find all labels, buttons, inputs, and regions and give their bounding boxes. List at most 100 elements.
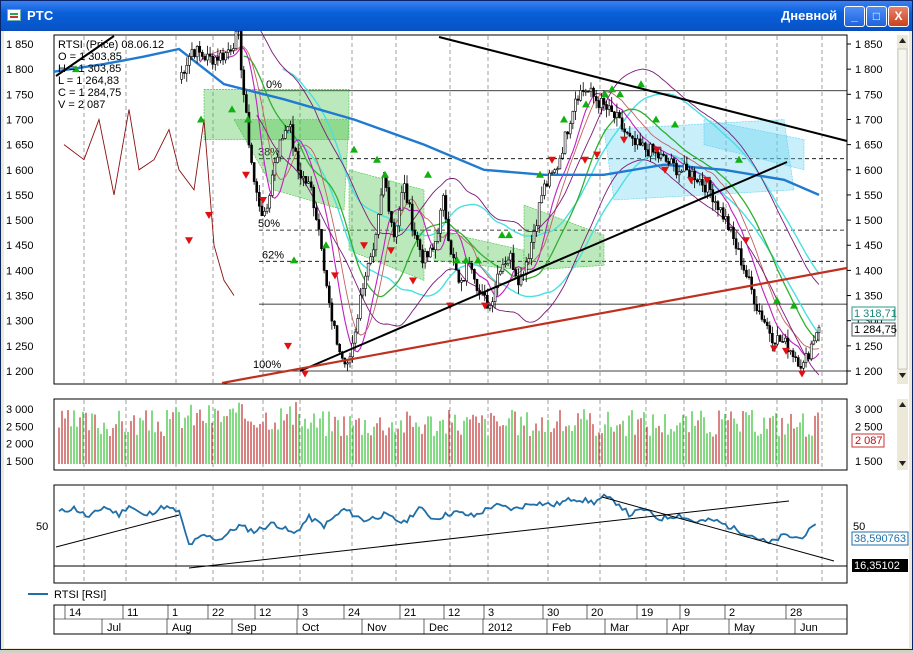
candle-up [642,143,644,145]
price-axis-label: 1 400 [6,265,34,277]
candle-up [264,211,266,215]
chart-canvas[interactable]: 0%38%50%62%100% RTSI (Price) 08.06.12 O … [4,31,909,648]
price-panel [54,35,847,384]
date-day-label: 14 [69,607,81,619]
candle-down [639,139,641,145]
date-day-label: 28 [790,607,802,619]
candle-up [460,280,462,282]
price-axis-label: 1 600 [855,165,883,177]
candle-down [243,70,245,95]
candle-up [282,138,284,140]
volume-scrollbar[interactable] [897,399,908,470]
candle-down [476,279,478,290]
svg-text:2 087: 2 087 [855,435,883,447]
candle-down [782,341,784,342]
candle-up [429,248,431,257]
candle-up [549,173,551,186]
candle-up [489,306,491,309]
candle-up [720,208,722,210]
minimize-button[interactable]: _ [844,6,865,27]
price-close-tag: 1 284,75 [852,323,897,336]
svg-text:1 284,75: 1 284,75 [854,324,897,336]
candle-up [181,72,183,79]
candle-down [512,253,514,269]
info-line-6: V = 2 087 [58,99,105,111]
candle-down [595,96,597,100]
candle-down [712,190,714,202]
price-axis-label: 1 700 [855,114,883,126]
candle-down [603,98,605,104]
candle-down [315,208,317,220]
candle-down [463,280,465,281]
candle-up [507,260,509,264]
price-scrollbar[interactable] [897,35,908,384]
candle-up [354,332,356,343]
candle-up [219,53,221,60]
candle-down [393,223,395,237]
price-axis-label: 1 250 [6,341,34,353]
candle-up [585,91,587,92]
candle-down [432,248,434,250]
candle-down [453,254,455,257]
date-day-label: 24 [348,607,360,619]
date-day-label: 30 [547,607,559,619]
price-axis-label: 1 750 [855,89,883,101]
candle-up [442,195,444,210]
info-line-4: L = 1 264,83 [58,75,119,87]
window-title: РТС [27,8,53,23]
rsi-legend: RTSI [RSI] [28,589,106,601]
candle-down [665,155,667,161]
price-axis-label: 1 500 [855,215,883,227]
candle-down [450,241,452,255]
price-axis-label: 1 750 [6,89,34,101]
candle-up [502,264,504,271]
candle-down [769,326,771,334]
price-axis-label: 1 200 [855,366,883,378]
close-button[interactable]: X [888,6,909,27]
candle-up [714,202,716,203]
date-day-label: 21 [404,607,416,619]
candle-down [740,249,742,266]
title-bar[interactable]: РТС Дневной _ □ X [1,1,912,31]
candle-up [435,241,437,249]
candle-up [681,171,683,172]
candle-up [590,88,592,91]
candle-down [292,125,294,149]
maximize-button[interactable]: □ [866,6,887,27]
date-day-label: 12 [259,607,271,619]
candle-down [657,152,659,158]
candle-up [266,208,268,211]
candle-down [258,192,260,206]
date-day-label: 1 [172,607,178,619]
candle-up [541,195,543,202]
candle-up [538,203,540,226]
date-day-label: 3 [488,607,494,619]
candle-down [722,208,724,219]
candle-up [789,351,791,352]
volume-tag: 2 087 [852,434,884,447]
price-axis-label: 1 350 [6,291,34,303]
price-axis-label: 1 450 [855,240,883,252]
candle-down [295,148,297,151]
date-month-label: Aug [172,622,192,634]
candle-down [774,343,776,344]
candle-up [805,354,807,363]
candle-up [227,50,229,53]
candle-up [466,262,468,280]
candle-down [626,132,628,133]
candle-up [536,226,538,232]
candle-up [569,124,571,134]
svg-text:RTSI [RSI]: RTSI [RSI] [54,589,106,601]
candle-up [287,127,289,131]
price-axis-label: 1 450 [6,240,34,252]
rsi-level-tag: 16,35102 [852,559,908,572]
price-axis-label: 1 800 [6,64,34,76]
candle-down [333,321,335,326]
candle-down [748,277,750,278]
candle-down [668,161,670,164]
candle-down [675,163,677,175]
candle-down [326,270,328,286]
candle-up [650,144,652,156]
candle-up [346,363,348,364]
